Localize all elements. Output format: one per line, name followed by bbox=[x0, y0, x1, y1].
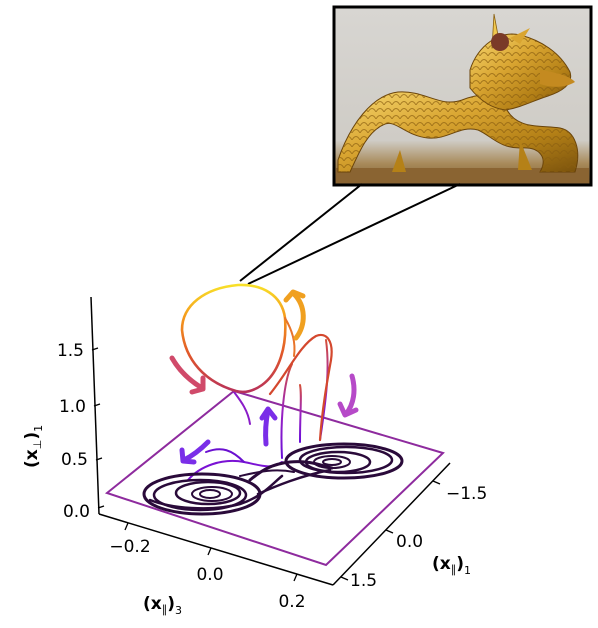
dragon-icon bbox=[337, 13, 579, 173]
x-ticks bbox=[340, 480, 441, 581]
callout-line bbox=[239, 183, 363, 282]
x-axis-label-index: 1 bbox=[464, 564, 471, 577]
y-axis-label: (x∥)3 bbox=[143, 594, 182, 617]
y-tick-label: −0.2 bbox=[109, 537, 150, 557]
x-axis-label-close: ) bbox=[456, 554, 464, 574]
trajectory-segment bbox=[280, 363, 293, 459]
y-axis-label-index: 3 bbox=[175, 604, 182, 617]
trajectory-segment bbox=[205, 448, 245, 463]
arrow-purple-left bbox=[179, 439, 211, 465]
loop-path bbox=[268, 333, 333, 442]
y-tick-labels: −0.2 0.0 0.2 bbox=[109, 537, 305, 612]
z-axis-label-main: (x bbox=[22, 449, 42, 468]
arrow-purple-up bbox=[259, 406, 278, 447]
z-tick-label: 1.5 bbox=[57, 341, 84, 361]
x-axis-line bbox=[332, 462, 451, 586]
x-axis-label-main: (x bbox=[432, 554, 451, 574]
y-axis-label-sub: ∥ bbox=[162, 603, 168, 616]
x-axis-label-sub: ∥ bbox=[451, 563, 457, 576]
arrow-right bbox=[337, 373, 359, 418]
x-tick-labels: −1.5 0.0 1.5 bbox=[350, 484, 487, 591]
manifold-plane bbox=[104, 389, 445, 567]
arrow-top bbox=[283, 289, 306, 341]
excursion-loop bbox=[180, 283, 333, 442]
z-tick-label: 0.0 bbox=[63, 502, 90, 522]
y-axis-label-close: ) bbox=[167, 594, 175, 614]
z-axis-label-index: 1 bbox=[32, 425, 45, 432]
y-axis-line bbox=[98, 513, 334, 586]
attractor bbox=[142, 442, 404, 516]
x-tick-label: 0.0 bbox=[396, 532, 423, 552]
z-tick-labels: 1.5 1.0 0.5 0.0 bbox=[57, 341, 90, 522]
arrow-left bbox=[169, 355, 206, 395]
z-tick-label: 0.5 bbox=[61, 450, 88, 470]
trajectory-segment bbox=[299, 384, 302, 443]
x-tick-label: −1.5 bbox=[446, 484, 487, 504]
z-ticks bbox=[91, 347, 105, 509]
y-axis-label-main: (x bbox=[143, 594, 162, 614]
x-tick-label: 1.5 bbox=[350, 571, 377, 591]
direction-arrows bbox=[169, 289, 359, 465]
x-axis-label: (x∥)1 bbox=[432, 554, 471, 577]
callout-line bbox=[247, 183, 461, 285]
y-ticks bbox=[124, 522, 298, 582]
loop-path bbox=[284, 317, 296, 357]
z-axis-label-close: ) bbox=[22, 432, 42, 440]
trajectory-segment bbox=[233, 391, 251, 425]
y-tick-label: 0.0 bbox=[196, 565, 223, 585]
loop-path bbox=[180, 283, 287, 394]
z-axis-label-sub: ⊥ bbox=[31, 440, 44, 450]
y-tick-label: 0.2 bbox=[278, 592, 305, 612]
inset-photo bbox=[332, 5, 593, 187]
z-tick-label: 1.0 bbox=[59, 397, 86, 417]
z-axis-label: (x⊥)1 bbox=[22, 425, 45, 468]
